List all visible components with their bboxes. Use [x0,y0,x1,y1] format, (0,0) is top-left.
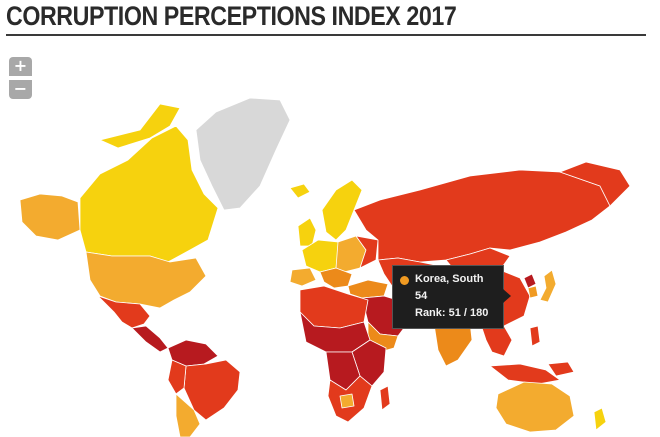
zoom-out-button[interactable]: − [9,80,32,99]
country-alaska[interactable] [19,193,81,241]
country-korea-north[interactable] [523,273,537,289]
country-usa[interactable] [85,251,207,309]
country-indonesia[interactable] [489,363,561,385]
country-canada-north[interactable] [99,103,181,149]
country-uk-ireland[interactable] [297,217,317,247]
country-botswana[interactable] [339,393,355,409]
title-underline [6,34,646,36]
country-russia-far-east[interactable] [559,161,631,207]
tooltip-rank: Rank: 51 / 180 [415,307,489,319]
country-southeast-asia[interactable] [481,325,513,357]
world-map[interactable] [0,90,660,437]
country-australia[interactable] [495,381,575,433]
tooltip-color-dot [400,276,409,285]
country-turkey[interactable] [347,279,389,299]
country-philippines[interactable] [529,325,541,347]
country-argentina[interactable] [175,393,201,437]
zoom-in-button[interactable]: + [9,57,32,76]
country-korea-south[interactable] [527,285,539,299]
country-canada[interactable] [79,125,219,263]
country-central-america[interactable] [131,325,169,353]
page-title: CORRUPTION PERCEPTIONS INDEX 2017 [6,1,457,31]
country-brazil[interactable] [183,359,241,421]
tooltip-score: 54 [415,290,428,302]
country-new-zealand[interactable] [593,407,607,431]
country-papua-new-guinea[interactable] [547,361,575,377]
country-ukraine[interactable] [355,235,379,269]
country-mexico[interactable] [97,295,151,329]
country-iberia[interactable] [289,267,317,287]
tooltip-pointer [503,289,511,303]
country-greenland[interactable] [195,97,291,211]
country-russia[interactable] [353,169,611,263]
country-japan[interactable] [539,269,557,303]
tooltip-country-name: Korea, South [415,273,484,285]
country-iceland[interactable] [289,183,311,199]
country-peru-bolivia[interactable] [167,359,187,395]
country-madagascar[interactable] [379,385,391,411]
country-tooltip: Korea, South 54 Rank: 51 / 180 [392,265,504,329]
